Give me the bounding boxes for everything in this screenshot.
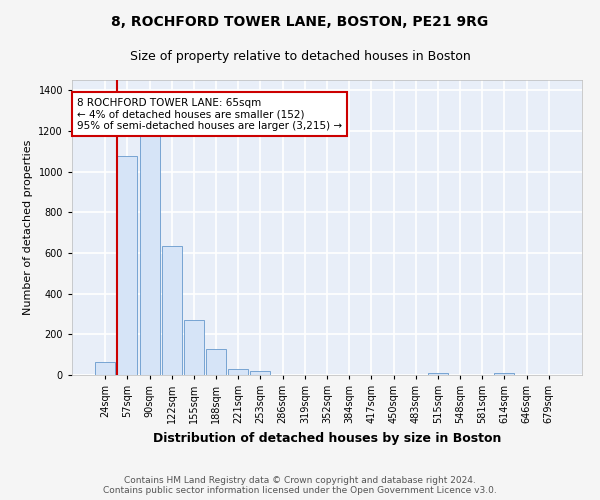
Bar xyxy=(428,373,448,375)
Bar xyxy=(206,348,226,375)
Bar xyxy=(162,246,182,375)
Bar xyxy=(95,362,115,375)
Bar xyxy=(250,371,271,375)
X-axis label: Distribution of detached houses by size in Boston: Distribution of detached houses by size … xyxy=(153,432,501,444)
Bar xyxy=(118,156,137,375)
Bar xyxy=(228,369,248,375)
Bar xyxy=(494,373,514,375)
Text: Size of property relative to detached houses in Boston: Size of property relative to detached ho… xyxy=(130,50,470,63)
Text: Contains HM Land Registry data © Crown copyright and database right 2024.
Contai: Contains HM Land Registry data © Crown c… xyxy=(103,476,497,495)
Text: 8 ROCHFORD TOWER LANE: 65sqm
← 4% of detached houses are smaller (152)
95% of se: 8 ROCHFORD TOWER LANE: 65sqm ← 4% of det… xyxy=(77,98,342,131)
Y-axis label: Number of detached properties: Number of detached properties xyxy=(23,140,33,315)
Text: 8, ROCHFORD TOWER LANE, BOSTON, PE21 9RG: 8, ROCHFORD TOWER LANE, BOSTON, PE21 9RG xyxy=(112,15,488,29)
Bar xyxy=(140,122,160,375)
Bar xyxy=(184,320,204,375)
